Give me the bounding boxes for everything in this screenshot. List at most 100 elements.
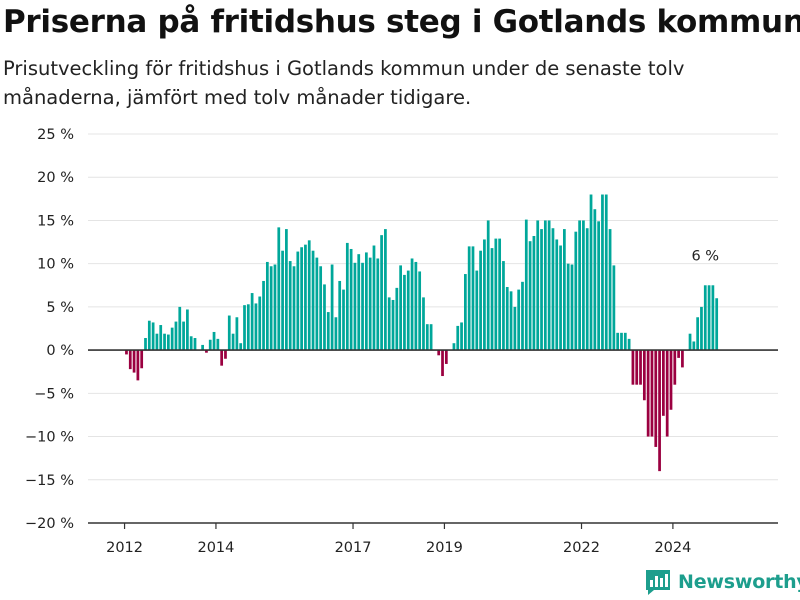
bar [399, 265, 402, 351]
bar [353, 262, 357, 351]
bar [597, 221, 601, 351]
bar [700, 306, 703, 351]
bar [574, 231, 578, 351]
bar [502, 261, 505, 351]
x-tick-label: 2024 [654, 540, 691, 556]
bar [642, 350, 646, 401]
bar [140, 350, 144, 369]
bar [589, 194, 593, 351]
bar [467, 246, 471, 351]
bar [612, 265, 616, 351]
x-tick-label: 2022 [563, 540, 600, 556]
bar [639, 350, 642, 385]
bar [692, 341, 696, 351]
x-tick-label: 2012 [106, 540, 143, 556]
bar [422, 297, 425, 351]
bar [505, 287, 509, 351]
bar [288, 261, 292, 351]
bar [665, 350, 669, 437]
bar [513, 306, 517, 351]
bar [212, 331, 216, 351]
bar [688, 333, 692, 351]
chart-title: Priserna på fritidshus steg i Gotlands k… [3, 4, 800, 40]
bar [258, 296, 262, 351]
bar [265, 261, 269, 351]
bar [475, 270, 479, 351]
bar [524, 219, 528, 351]
bar [349, 248, 353, 351]
bar [669, 350, 673, 410]
bar [662, 350, 665, 416]
bar [414, 261, 418, 351]
bar [563, 229, 566, 351]
bar [608, 229, 612, 351]
bar [254, 303, 258, 351]
y-tick-label: 10 % [37, 257, 74, 273]
bar [494, 238, 498, 351]
bar [696, 317, 700, 351]
grid-lines [88, 133, 778, 524]
bar [170, 327, 174, 351]
bar [178, 306, 182, 351]
bar [334, 317, 338, 351]
bar [384, 229, 387, 351]
bar [361, 262, 364, 351]
bar [250, 293, 254, 351]
bar [296, 251, 300, 351]
bar [471, 246, 475, 351]
bar [528, 241, 532, 351]
bar [707, 285, 711, 351]
bar [216, 338, 220, 351]
bar [555, 239, 559, 351]
bar [391, 299, 395, 351]
bar [551, 228, 555, 351]
bar [425, 324, 429, 351]
bar [246, 304, 250, 351]
bar [281, 250, 284, 351]
bar [456, 325, 460, 351]
bar [566, 263, 570, 351]
newsworthy-logo: Newsworthy [644, 568, 800, 596]
bar [517, 289, 521, 351]
y-tick-label: 0 % [46, 343, 74, 359]
x-tick-label: 2019 [426, 540, 463, 556]
bar [540, 229, 543, 351]
bar [464, 274, 467, 351]
bar [224, 350, 227, 359]
bar [147, 320, 151, 351]
bar [166, 334, 170, 351]
bar [372, 245, 376, 351]
bar [231, 333, 235, 351]
bar [128, 350, 132, 370]
bar [338, 280, 342, 351]
bar [269, 266, 273, 351]
bar [418, 271, 422, 351]
bar [243, 305, 246, 351]
y-tick-label: 5 % [46, 300, 74, 316]
bar [208, 339, 212, 351]
y-tick-label: −10 % [25, 430, 74, 446]
bar [319, 266, 323, 351]
bar [547, 220, 551, 351]
bar [311, 250, 315, 351]
bar [479, 250, 482, 351]
bar [323, 284, 326, 351]
bar [151, 322, 155, 351]
bar [620, 332, 623, 351]
bar [380, 235, 383, 351]
annotation-label: 6 % [691, 248, 719, 264]
bar [193, 338, 197, 351]
bar [186, 309, 189, 351]
bar [132, 350, 136, 373]
bar [315, 257, 319, 351]
bar [509, 291, 513, 351]
bar [654, 350, 658, 447]
bar [593, 209, 597, 351]
x-tick-label: 2014 [197, 540, 234, 556]
bar [646, 350, 650, 437]
bar [277, 227, 281, 351]
bar [376, 258, 380, 351]
bar [429, 324, 433, 351]
bar [262, 280, 265, 351]
